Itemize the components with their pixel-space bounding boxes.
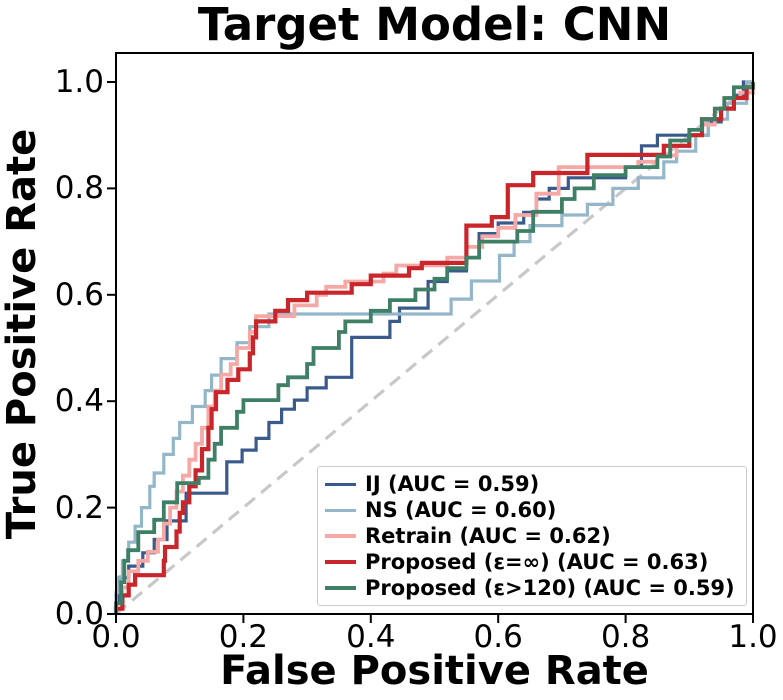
legend-label: Proposed (ε=∞) (AUC = 0.63) <box>365 550 709 574</box>
legend-box: IJ (AUC = 0.59) NS (AUC = 0.60) Retrain (A… <box>317 466 747 606</box>
y-tick-label: 0.0 <box>54 596 104 632</box>
legend-line-swatch <box>325 560 356 564</box>
x-tick-label: 0.8 <box>600 619 651 655</box>
y-tick-label: 0.4 <box>54 383 104 420</box>
legend-item-Retrain: Retrain (AUC = 0.62) <box>325 523 746 549</box>
axis-ticks-layer <box>107 81 754 623</box>
legend-label: IJ (AUC = 0.59) <box>365 472 540 496</box>
legend-line-swatch <box>325 586 356 590</box>
x-tick-label: 0.4 <box>346 619 396 655</box>
chart-title: Target Model: CNN <box>197 0 672 51</box>
y-axis-label: True Positive Rate <box>0 128 45 540</box>
x-axis-label: False Positive Rate <box>220 648 649 694</box>
legend-line-swatch <box>325 508 356 512</box>
legend-label: Proposed (ε>120) (AUC = 0.59) <box>365 576 735 600</box>
legend-item-Proposed (ε>120): Proposed (ε>120) (AUC = 0.59) <box>325 575 746 601</box>
y-tick-label: 1.0 <box>54 64 104 100</box>
x-tick-label: 0.0 <box>91 619 141 655</box>
legend-item-NS: NS (AUC = 0.60) <box>325 497 746 523</box>
x-tick-label: 0.6 <box>473 619 523 655</box>
x-tick-label: 0.2 <box>218 619 269 655</box>
legend-line-swatch <box>325 482 356 486</box>
legend-line-swatch <box>325 534 356 538</box>
y-tick-label: 0.6 <box>54 276 104 313</box>
legend-item-IJ: IJ (AUC = 0.59) <box>325 471 746 497</box>
roc-curve-Proposed (ε>120) <box>114 82 755 614</box>
legend-label: NS (AUC = 0.60) <box>365 498 557 522</box>
plot-frame <box>115 52 754 615</box>
chance-diagonal-line <box>114 80 755 616</box>
x-tick-label: 1.0 <box>728 619 778 655</box>
roc-curves-layer <box>113 80 756 616</box>
legend-item-Proposed (ε=∞): Proposed (ε=∞) (AUC = 0.63) <box>325 549 746 575</box>
roc-curve-NS <box>114 80 753 614</box>
roc-curve-Proposed (ε=∞) <box>113 82 756 614</box>
y-tick-label: 0.2 <box>54 489 104 526</box>
legend-label: Retrain (AUC = 0.62) <box>365 524 611 548</box>
y-tick-label: 0.8 <box>54 170 104 207</box>
